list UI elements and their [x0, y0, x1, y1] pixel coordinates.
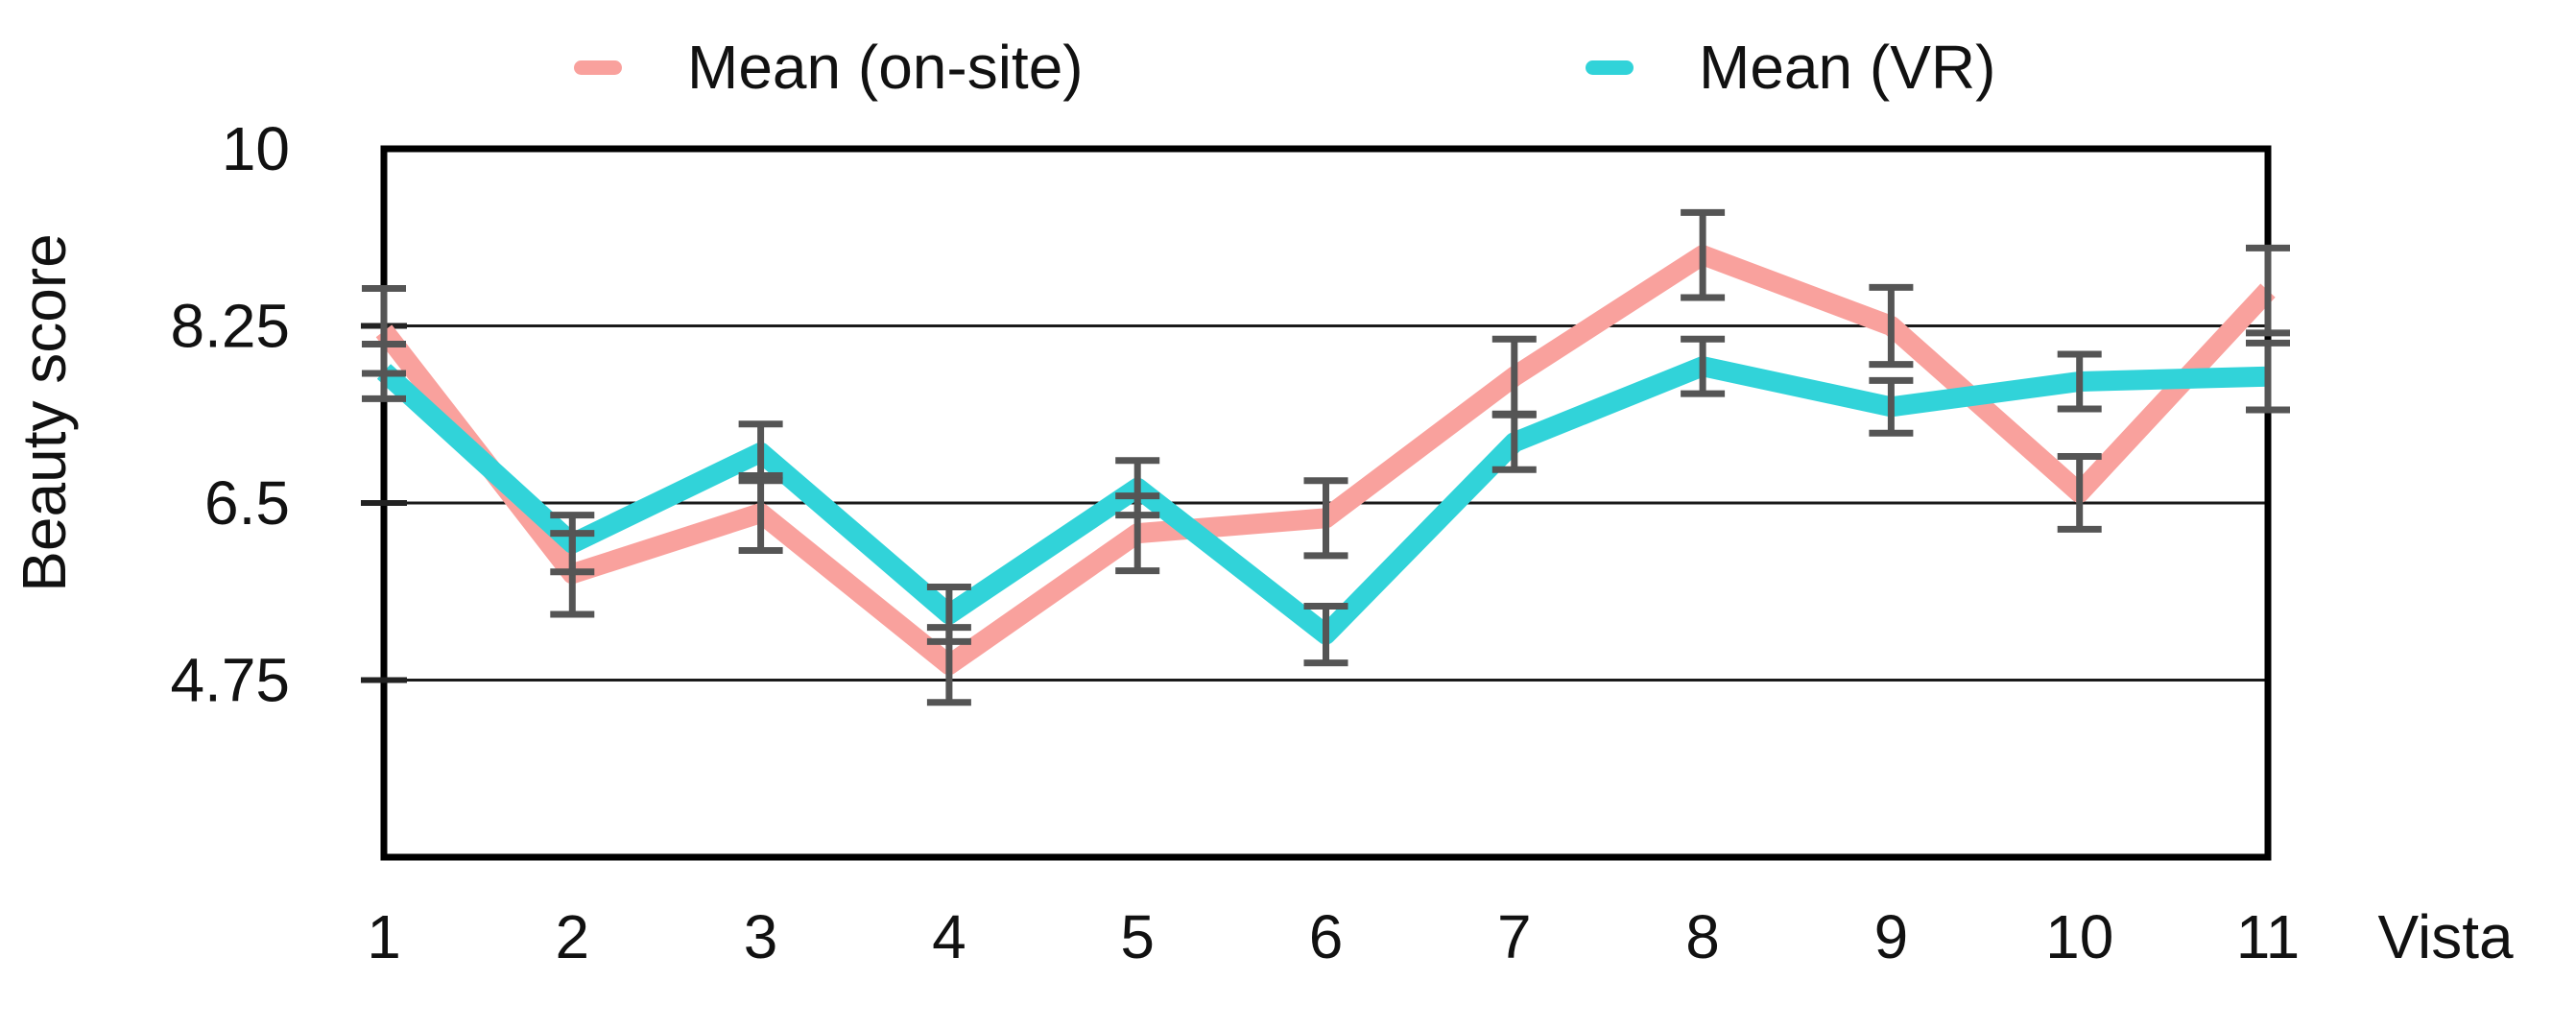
x-tick-label: 9	[1874, 902, 1909, 971]
y-tick-label: 10	[222, 114, 290, 183]
legend-label-vr: Mean (VR)	[1699, 33, 1996, 102]
x-tick-label: 8	[1685, 902, 1720, 971]
legend: Mean (on-site) Mean (VR)	[0, 27, 2576, 108]
legend-swatch-onsite-icon	[574, 60, 622, 75]
legend-item-vr: Mean (VR)	[1586, 27, 1995, 108]
legend-item-onsite: Mean (on-site)	[574, 27, 1084, 108]
x-tick-label: 6	[1309, 902, 1344, 971]
x-tick-label: 10	[2045, 902, 2113, 971]
y-tick-label: 8.25	[170, 292, 290, 361]
x-axis-title: Vista	[2377, 902, 2514, 971]
x-tick-label: 4	[932, 902, 966, 971]
x-tick-label: 7	[1497, 902, 1532, 971]
y-tick-label: 6.5	[204, 468, 290, 538]
x-tick-label: 3	[744, 902, 778, 971]
legend-label-onsite: Mean (on-site)	[687, 33, 1084, 102]
x-tick-label: 1	[367, 902, 401, 971]
y-tick-label: 4.75	[170, 646, 290, 715]
x-tick-label: 11	[2236, 902, 2300, 971]
x-tick-label: 2	[556, 902, 590, 971]
legend-swatch-vr-icon	[1586, 60, 1634, 75]
x-tick-label: 5	[1120, 902, 1155, 971]
